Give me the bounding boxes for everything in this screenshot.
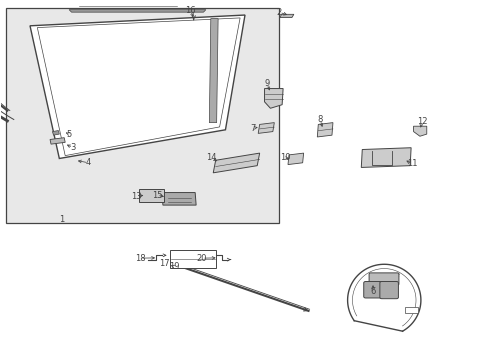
Text: 11: 11 (407, 159, 417, 168)
Polygon shape (361, 148, 411, 167)
Text: 2: 2 (276, 8, 282, 17)
Text: 5: 5 (67, 130, 72, 139)
Text: 12: 12 (416, 117, 427, 126)
FancyBboxPatch shape (5, 8, 279, 223)
Polygon shape (209, 19, 218, 123)
Polygon shape (265, 89, 283, 108)
FancyBboxPatch shape (364, 282, 383, 298)
Text: 7: 7 (250, 123, 256, 132)
Polygon shape (162, 193, 196, 205)
Polygon shape (280, 14, 294, 18)
Text: 4: 4 (86, 158, 91, 167)
Polygon shape (318, 123, 333, 137)
Text: 16: 16 (185, 6, 196, 15)
Text: 14: 14 (206, 153, 217, 162)
Text: 10: 10 (280, 153, 290, 162)
Polygon shape (213, 153, 260, 173)
Text: 9: 9 (265, 80, 270, 89)
Text: 19: 19 (170, 262, 180, 271)
Polygon shape (414, 126, 427, 136)
Text: 13: 13 (131, 192, 142, 201)
Polygon shape (69, 10, 206, 12)
Text: 8: 8 (318, 115, 323, 124)
Polygon shape (52, 131, 59, 135)
Text: 3: 3 (71, 143, 75, 152)
Text: 1: 1 (59, 215, 64, 224)
Polygon shape (258, 123, 274, 134)
FancyBboxPatch shape (369, 273, 399, 285)
Polygon shape (30, 15, 245, 158)
FancyBboxPatch shape (405, 307, 418, 314)
FancyBboxPatch shape (139, 189, 164, 202)
Text: 20: 20 (197, 254, 207, 263)
FancyBboxPatch shape (380, 282, 398, 299)
Polygon shape (50, 138, 65, 144)
Text: 18: 18 (135, 254, 145, 263)
Text: 15: 15 (152, 190, 162, 199)
Text: 6: 6 (370, 287, 376, 296)
FancyBboxPatch shape (170, 250, 216, 267)
Text: 17: 17 (159, 259, 170, 268)
Polygon shape (288, 153, 304, 165)
